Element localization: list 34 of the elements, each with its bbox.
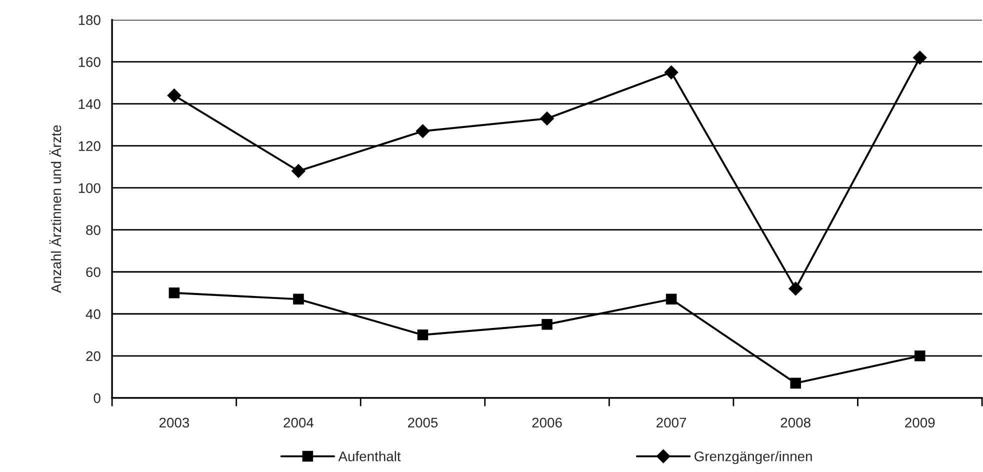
x-tick-label: 2005 [408, 418, 438, 428]
point [912, 50, 927, 65]
point [788, 282, 802, 296]
x-tick-label: 2006 [532, 418, 562, 428]
point [914, 350, 926, 362]
point [542, 319, 552, 330]
point [666, 294, 677, 305]
y-tick-label: 140 [78, 99, 100, 110]
legend-label: Aufenthalt [338, 451, 401, 462]
point [293, 294, 304, 305]
point [416, 124, 430, 138]
y-tick-label: 40 [86, 309, 100, 320]
x-tick-label: 2008 [780, 418, 810, 428]
x-tick-label: 2004 [284, 418, 314, 428]
y-tick-label: 20 [86, 351, 100, 362]
legend-label: Grenzgänger/innen [694, 451, 812, 464]
point [790, 378, 801, 389]
point [664, 65, 678, 80]
point [540, 112, 554, 126]
y-tick-label: 80 [86, 225, 100, 236]
x-tick-label: 2003 [159, 418, 190, 428]
x-tick-label: 2007 [656, 418, 686, 428]
y-tick-label: 120 [78, 141, 100, 152]
x-tick-label: 2009 [905, 418, 935, 428]
y-tick-label: 160 [78, 57, 100, 67]
y-tick-label: 180 [78, 15, 100, 25]
point [168, 287, 180, 298]
point [167, 88, 182, 102]
point [292, 164, 306, 178]
point [417, 330, 428, 340]
y-tick-label: 60 [86, 267, 100, 278]
y-axis-title: Anzahl Ärztinnen und Ärzte [49, 125, 62, 293]
y-tick-label: 100 [78, 183, 100, 194]
y-tick-label: 0 [94, 393, 100, 404]
